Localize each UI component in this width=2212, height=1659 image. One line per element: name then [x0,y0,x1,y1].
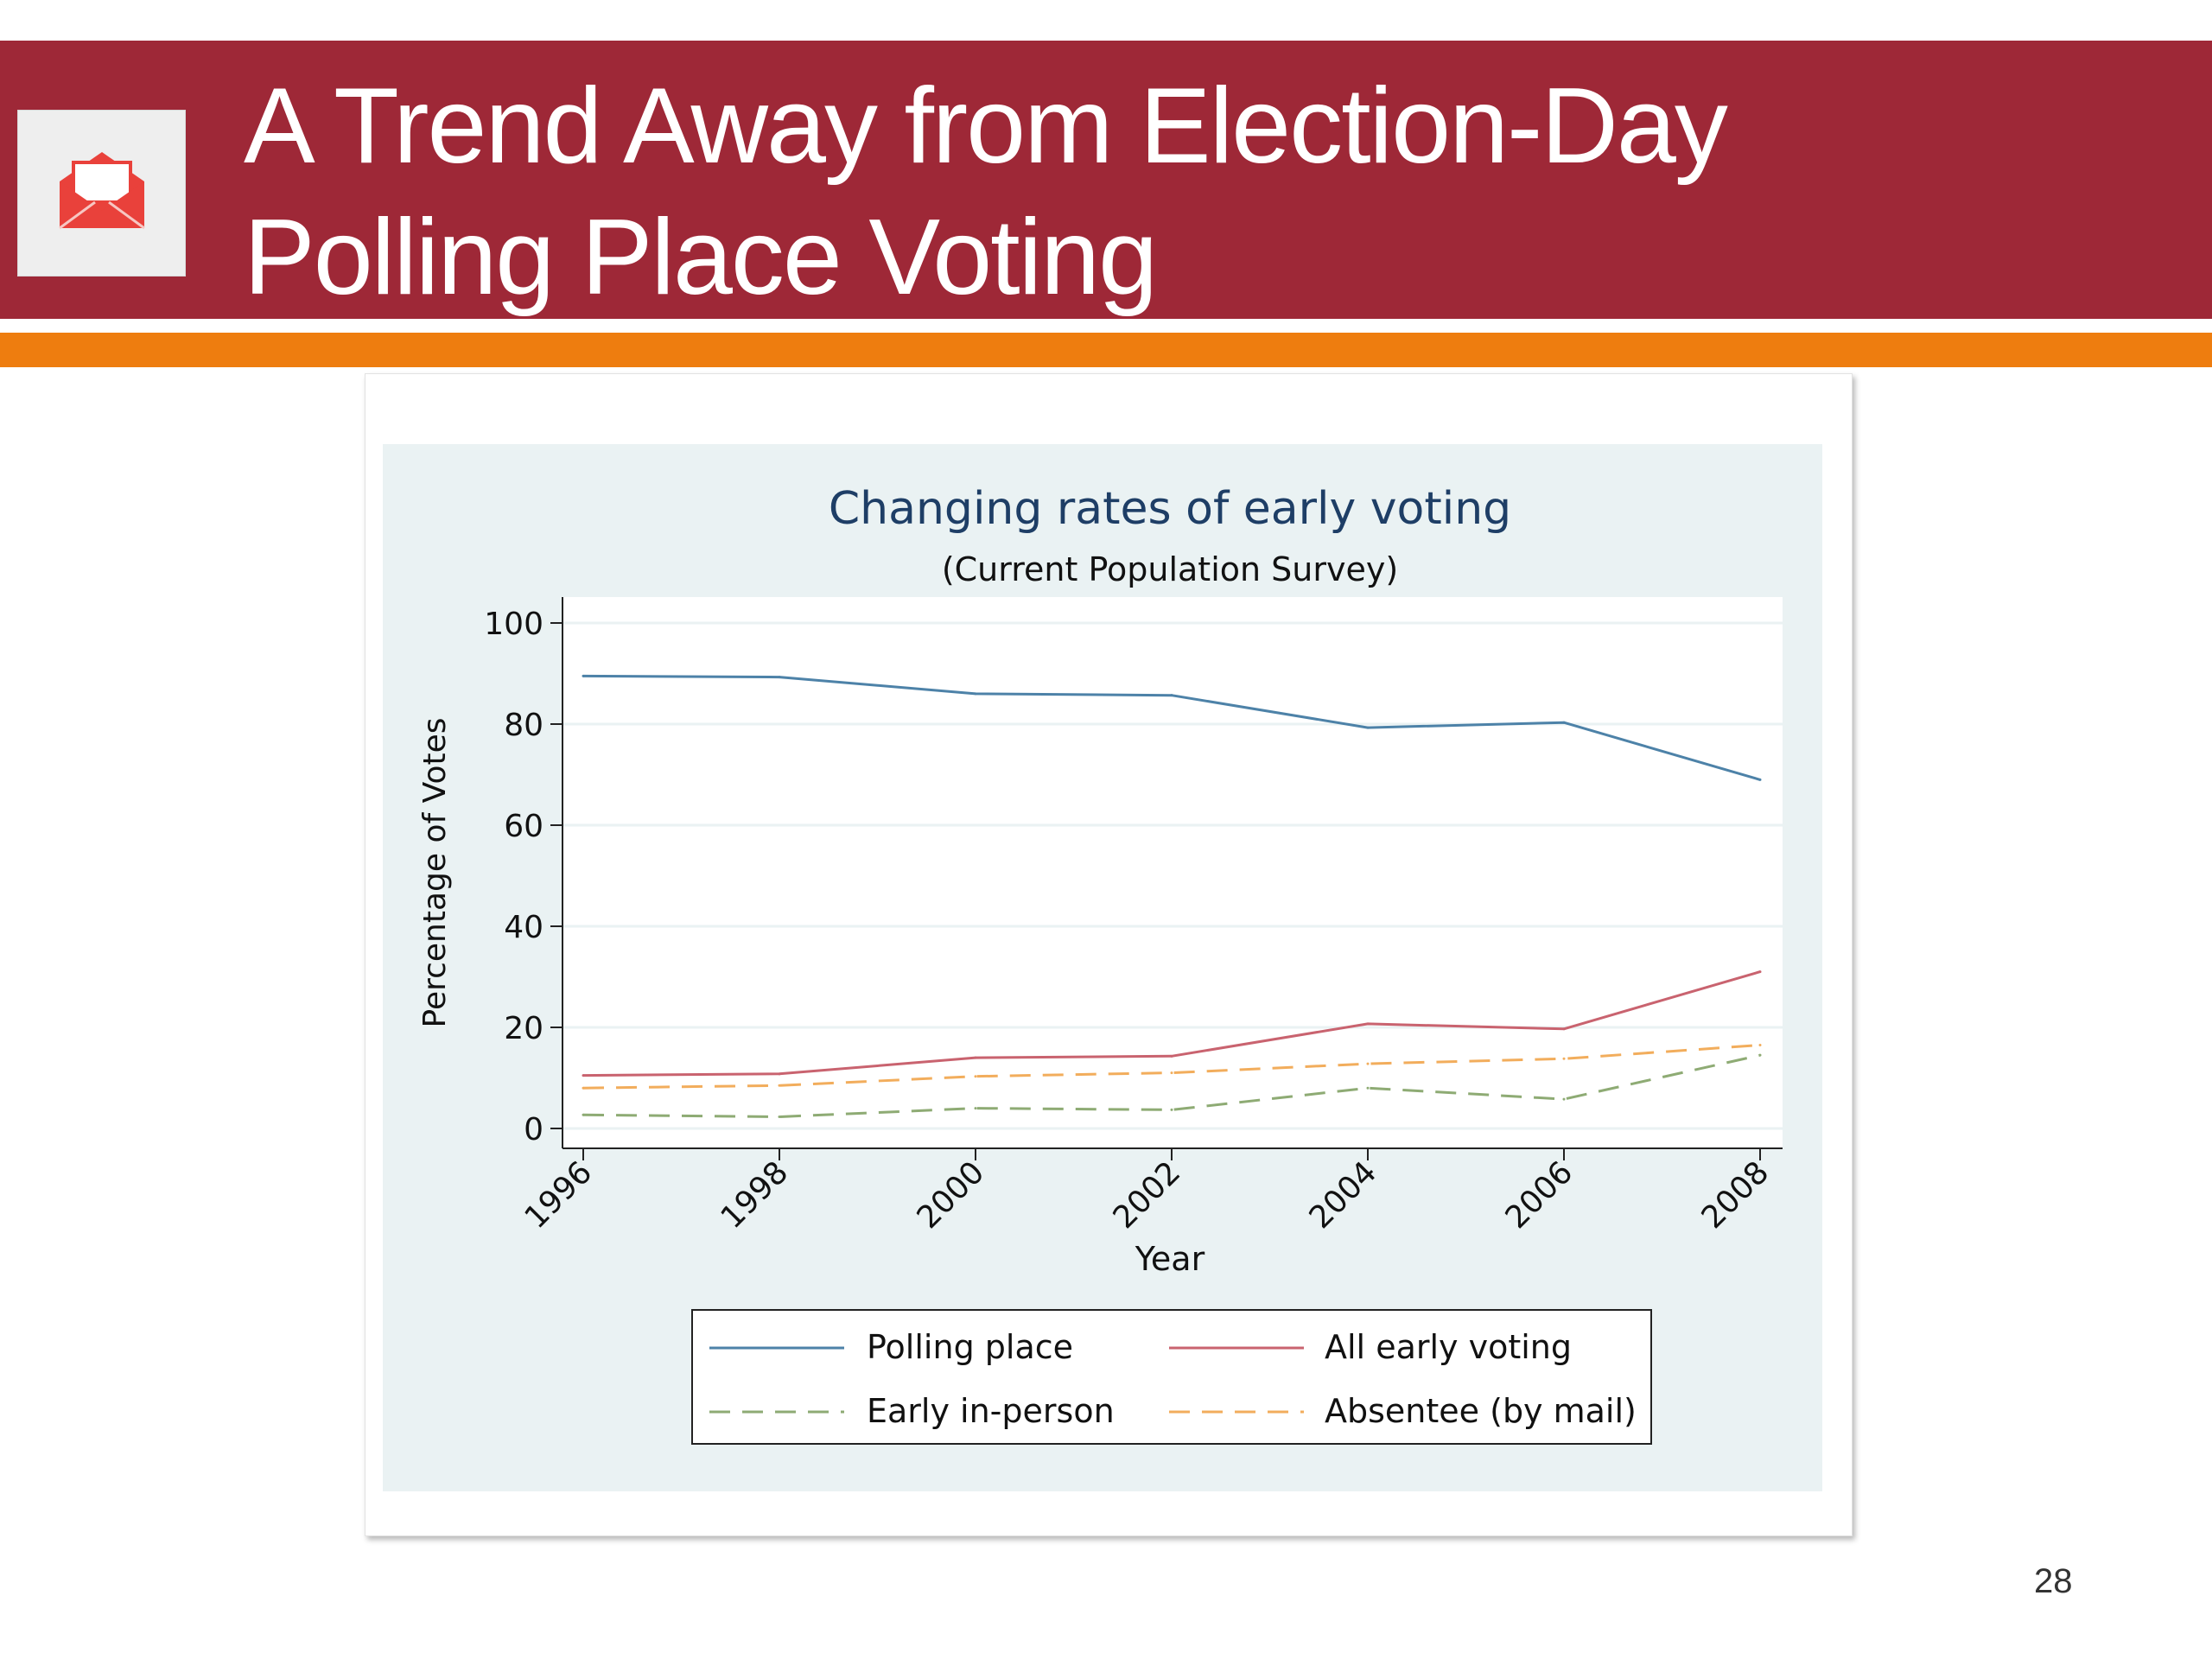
slide-title-line-2: Polling Place Voting [244,198,1158,317]
data-point [1562,1057,1566,1060]
data-point [1562,1027,1566,1031]
plot-area [563,597,1783,1148]
y-tick-label: 0 [524,1112,543,1147]
data-point [778,1084,781,1087]
data-point [1366,1062,1370,1065]
chart-title: Changing rates of early voting [829,483,1511,535]
data-point [778,1116,781,1119]
data-point [1758,1053,1762,1057]
data-point [1170,1054,1173,1058]
y-tick-label: 20 [504,1011,543,1046]
data-point [582,1086,585,1090]
data-point [1562,1097,1566,1101]
legend-label: Absentee (by mail) [1325,1392,1637,1430]
y-tick-label: 40 [504,910,543,945]
data-point [1366,1022,1370,1026]
data-point [1758,970,1762,974]
envelope-icon [59,152,145,230]
y-tick-label: 60 [504,809,543,844]
legend-label: Polling place [867,1328,1073,1366]
data-point [582,1113,585,1116]
data-point [974,692,977,696]
data-point [1758,778,1762,781]
data-point [778,676,781,679]
data-point [974,1075,977,1078]
data-point [778,1072,781,1076]
data-point [1366,726,1370,729]
data-point [1758,1043,1762,1046]
chart-subtitle: (Current Population Survey) [942,550,1398,588]
y-tick-label: 80 [504,708,543,743]
legend-label: All early voting [1325,1328,1572,1366]
legend-box [691,1309,1652,1445]
data-point [974,1107,977,1110]
data-point [1170,694,1173,697]
slide-title-line-1: A Trend Away from Election-Day [244,67,1728,186]
legend-label: Early in-person [867,1392,1115,1430]
slide-title: A Trend Away from Election-Day Polling P… [244,60,2179,323]
data-point [1170,1108,1173,1111]
logo [17,110,186,276]
data-point [974,1056,977,1059]
data-point [1366,1086,1370,1090]
data-point [1562,721,1566,724]
title-band [0,41,2212,319]
y-tick-label: 100 [484,607,543,642]
page-number: 28 [2034,1562,2073,1600]
y-axis-label: Percentage of Votes [417,718,453,1028]
accent-band [0,333,2212,367]
data-point [582,1074,585,1077]
data-point [582,674,585,677]
x-axis-label: Year [1135,1240,1205,1278]
chart-card: 0 20 40 60 80 100 1996 1998 2000 2002 2004 2006 2008… [365,373,1853,1536]
data-point [1170,1071,1173,1075]
